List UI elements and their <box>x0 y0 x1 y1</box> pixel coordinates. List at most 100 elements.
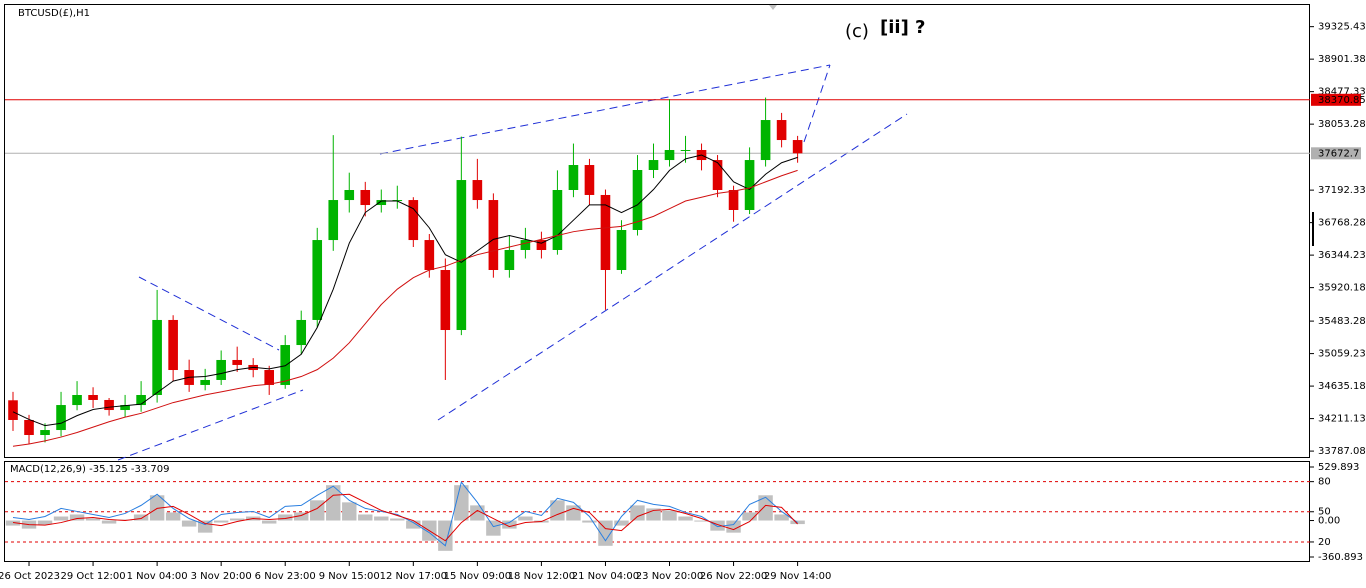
histogram-bar <box>614 520 629 526</box>
histogram-bar <box>133 514 149 521</box>
x-tick-label: 6 Nov 23:00 <box>255 571 316 582</box>
candle-body <box>600 194 611 271</box>
candle-body <box>232 359 242 365</box>
x-tick-label: 12 Nov 17:00 <box>380 571 447 582</box>
chart-title: BTCUSD(£),H1 <box>18 8 90 19</box>
x-tick-label: 1 Nov 04:00 <box>127 571 188 582</box>
histogram-bar <box>454 485 469 521</box>
y-tick-label: 38901.38 <box>1318 54 1366 65</box>
candle-body <box>136 395 146 406</box>
candle-body <box>680 149 691 151</box>
candle-body <box>616 230 627 271</box>
histogram-bar <box>294 512 309 521</box>
y-tick-label: 39325.43 <box>1318 22 1366 33</box>
candle-body <box>760 120 771 161</box>
histogram-bar <box>758 495 773 521</box>
y-tick-label: 33787.08 <box>1318 446 1366 457</box>
x-tick-label: 26 Oct 2023 <box>0 571 60 582</box>
histogram-bar <box>181 520 197 527</box>
histogram-bar <box>374 516 389 521</box>
candle-body <box>456 180 467 331</box>
x-tick-label: 3 Nov 20:00 <box>191 571 252 582</box>
candle-body <box>552 189 563 251</box>
y-tick-label: 36768.28 <box>1318 218 1366 229</box>
x-tick-label: 23 Nov 20:00 <box>636 571 703 582</box>
candle-body <box>584 165 595 195</box>
candle-body <box>488 200 499 271</box>
x-tick-label: 15 Nov 09:00 <box>444 571 511 582</box>
histogram-bar <box>726 520 741 533</box>
histogram-bar <box>742 512 757 521</box>
candle-body <box>520 240 531 251</box>
histogram-bar <box>149 495 165 521</box>
y-tick-label: 35920.18 <box>1318 283 1366 294</box>
candle-body <box>424 240 435 271</box>
x-tick-label: 26 Nov 22:00 <box>700 571 767 582</box>
y-tick-label: 36344.23 <box>1318 250 1366 261</box>
histogram-bar <box>101 520 117 524</box>
x-tick-label: 18 Nov 12:00 <box>508 571 575 582</box>
level-label-bg <box>1311 147 1361 160</box>
candle-body <box>296 319 307 346</box>
y-tick-label: 34211.13 <box>1318 414 1366 425</box>
y-tick-label: 37192.33 <box>1318 185 1366 196</box>
y-tick-label: 20 <box>1318 537 1331 548</box>
y-tick-label: 38477.33 <box>1318 87 1366 98</box>
candle-body <box>536 240 547 251</box>
candle-body <box>24 419 34 436</box>
candle-body <box>664 149 675 161</box>
x-tick-label: 29 Nov 14:00 <box>764 571 831 582</box>
x-tick-label: 9 Nov 15:00 <box>319 571 380 582</box>
candle-body <box>776 120 787 141</box>
y-tick-label: 80 <box>1318 477 1331 488</box>
histogram-bar <box>117 519 133 521</box>
scroll-marker <box>1312 212 1314 246</box>
trend-lines <box>117 64 908 461</box>
shift-marker <box>769 5 777 10</box>
histogram-bar <box>342 502 357 521</box>
trend-line <box>138 276 280 351</box>
y-tick-label: 35059.23 <box>1318 349 1366 360</box>
price-frame <box>4 4 1310 458</box>
candle-body <box>792 140 803 154</box>
histogram-bar <box>213 520 229 523</box>
histogram-bar <box>694 520 709 522</box>
candle-body <box>472 180 483 201</box>
candle-body <box>168 319 178 371</box>
y-tick-label: -360.893 <box>1318 552 1363 563</box>
indicator-line <box>12 493 798 542</box>
candle-body <box>280 345 291 385</box>
candle-body <box>504 250 515 271</box>
histogram-bar <box>486 520 501 536</box>
y-tick-label: 38053.28 <box>1318 119 1366 130</box>
candle-body <box>360 189 371 206</box>
candle-body <box>408 200 419 241</box>
histogram-bar <box>85 518 101 521</box>
histogram-bar <box>502 520 517 529</box>
candle-body <box>312 240 323 320</box>
histogram-bar <box>550 500 565 521</box>
candle-body <box>712 160 723 190</box>
candle-body <box>120 405 130 411</box>
trend-line <box>379 64 831 155</box>
histogram-bar <box>261 520 277 524</box>
y-tick-label: 34635.18 <box>1318 381 1366 392</box>
candle-body <box>40 430 50 436</box>
histogram-bar <box>326 485 341 521</box>
candle-body <box>152 319 162 396</box>
trend-line <box>437 113 908 421</box>
y-tick-label: 35483.28 <box>1318 316 1366 327</box>
candle-body <box>8 400 18 420</box>
candle-body <box>328 200 339 241</box>
candle-body <box>568 165 579 190</box>
candle-body <box>104 399 114 411</box>
histogram-bar <box>598 520 613 546</box>
trend-line <box>803 64 831 143</box>
histogram-bar <box>470 505 485 521</box>
candle-body <box>72 395 82 406</box>
level-label: 38370.85 <box>1318 95 1366 106</box>
candle-body <box>648 160 659 170</box>
x-tick-label: 21 Nov 04:00 <box>572 571 639 582</box>
y-tick-label: 529.893 <box>1318 462 1359 473</box>
